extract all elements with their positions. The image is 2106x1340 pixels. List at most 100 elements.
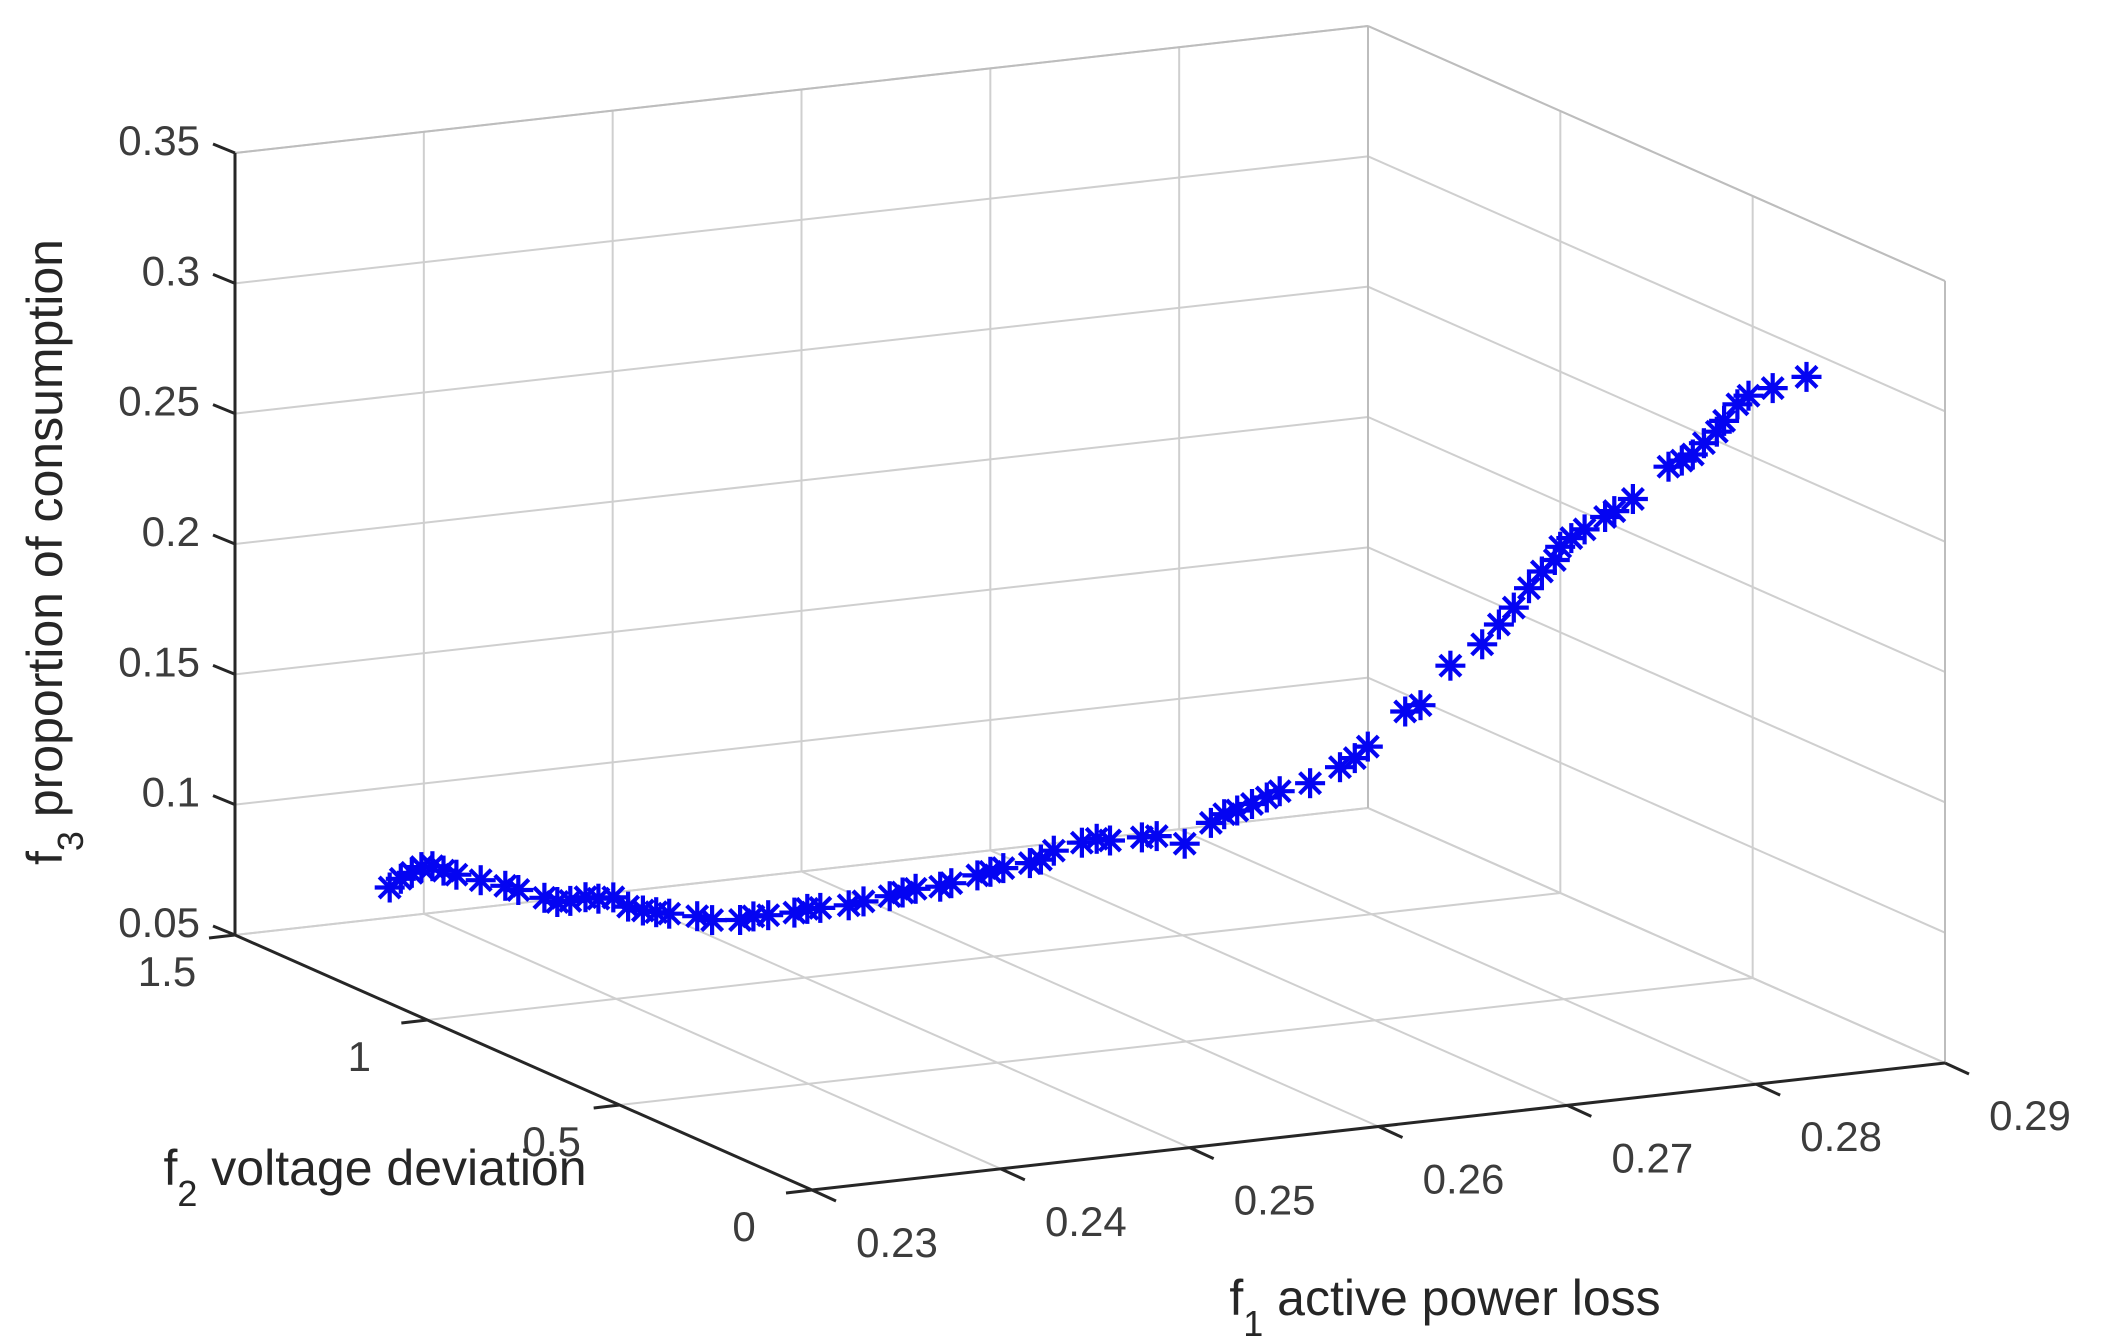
x-axis-label-symbol: f <box>1229 1270 1244 1326</box>
floor-grid-y <box>427 892 1561 1021</box>
x-axis-label-sub: 1 <box>1243 1303 1264 1340</box>
x-axis-tick <box>1566 1103 1592 1118</box>
data-point <box>682 901 713 932</box>
y-axis-tick <box>401 1018 428 1025</box>
floor-grid-x <box>989 849 1568 1107</box>
z-axis-tick <box>212 272 236 285</box>
backwall-grid-z <box>234 155 1369 285</box>
data-point <box>1141 821 1172 852</box>
data-points <box>374 361 1822 936</box>
data-point <box>465 865 496 896</box>
data-point <box>697 905 728 936</box>
x-axis-tick <box>1189 1146 1215 1161</box>
data-point <box>988 853 1019 884</box>
x-axis-tick-label: 0.23 <box>856 1219 938 1266</box>
y-axis-label-symbol: f <box>163 1140 178 1196</box>
x-axis-tick-label: 0.28 <box>1800 1113 1882 1160</box>
x-axis-tick-label: 0.26 <box>1423 1156 1505 1203</box>
data-point <box>1095 825 1125 856</box>
data-point <box>936 868 967 899</box>
y-axis-label-sub: 2 <box>177 1173 198 1215</box>
y-axis-tick <box>593 1103 620 1110</box>
y-axis-label-text: voltage deviation <box>197 1140 587 1196</box>
z-axis-label-symbol: f <box>17 851 73 865</box>
data-point <box>805 892 836 923</box>
z-axis-label-text: proportion of consumption <box>17 239 73 832</box>
x-axis-label-text: active power loss <box>1263 1270 1661 1326</box>
z-axis-tick-label: 0.15 <box>118 638 200 685</box>
box-edge-top-back <box>234 25 1369 154</box>
x-axis-tick-label: 0.24 <box>1045 1198 1127 1245</box>
data-point <box>1709 405 1740 436</box>
rightwall-grid-z <box>1367 155 1946 413</box>
x-axis-tick-label: 0.27 <box>1611 1134 1693 1181</box>
x-axis-tick <box>1000 1167 1026 1182</box>
z-axis-tick <box>212 794 236 807</box>
z-axis-tick <box>212 924 236 937</box>
data-point <box>1264 776 1295 807</box>
backwall-grid-z <box>234 676 1369 806</box>
x-axis-tick-label: 0.25 <box>1234 1177 1316 1224</box>
data-point <box>1038 835 1069 866</box>
x-axis-tick <box>1755 1082 1781 1097</box>
data-point <box>1483 609 1514 640</box>
x-axis-tick <box>1944 1061 1970 1076</box>
data-point <box>503 875 534 905</box>
z-axis-tick <box>212 663 236 676</box>
backwall-grid-z <box>234 416 1369 545</box>
data-point <box>1352 731 1383 762</box>
rightwall-grid-z <box>1367 546 1946 804</box>
data-point <box>900 873 931 904</box>
data-point <box>1467 629 1498 660</box>
y-axis-tick <box>785 1188 813 1195</box>
backwall-grid-z <box>234 807 1369 936</box>
data-point <box>1617 484 1648 514</box>
data-point <box>1599 496 1630 527</box>
x-axis-tick <box>811 1188 837 1203</box>
data-point <box>1733 380 1764 411</box>
z-axis-label-sub: 3 <box>50 831 92 852</box>
x-axis-tick <box>1377 1125 1404 1139</box>
rightwall-grid-z <box>1367 807 1946 1064</box>
z-axis-tick <box>212 142 236 155</box>
rightwall-grid-z <box>1367 416 1946 673</box>
backwall-grid-z <box>234 546 1369 676</box>
x-axis-tick-label: 0.29 <box>1989 1092 2071 1139</box>
data-point <box>1791 361 1822 392</box>
data-point <box>654 898 685 929</box>
y-axis-tick <box>208 933 236 940</box>
z-axis-tick <box>212 533 236 546</box>
x-axis-label: f1 active power loss <box>1229 1269 1661 1340</box>
z-axis-label: f3 proportion of consumption <box>16 239 91 865</box>
data-point <box>1569 514 1600 545</box>
data-point <box>1757 373 1788 404</box>
z-axis-tick-label: 0.05 <box>118 899 200 946</box>
data-point <box>753 900 784 931</box>
z-axis-tick-label: 0.35 <box>118 117 200 164</box>
y-axis-tick-label: 0.5 <box>522 1118 580 1165</box>
floor-grid-x <box>801 870 1379 1128</box>
data-point <box>441 859 472 890</box>
data-point <box>848 886 879 917</box>
y-axis-tick-label: 0 <box>732 1203 755 1250</box>
y-axis-label: f2 voltage deviation <box>163 1139 587 1212</box>
z-axis-tick-label: 0.1 <box>142 769 200 816</box>
data-point <box>1514 573 1544 604</box>
floor-grid-x <box>612 891 1191 1149</box>
rightwall-grid-z <box>1367 285 1946 543</box>
data-point <box>1435 650 1466 681</box>
floor-grid-x <box>423 912 1002 1170</box>
y-axis-line <box>234 933 813 1192</box>
z-axis-tick-label: 0.3 <box>142 247 200 294</box>
z-axis-tick-label: 0.25 <box>118 378 200 425</box>
rightwall-grid-z <box>1367 676 1946 934</box>
data-point <box>1295 768 1326 799</box>
y-axis-tick-label: 1.5 <box>138 948 196 995</box>
z-axis-tick <box>212 403 236 416</box>
z-axis-tick-label: 0.2 <box>142 508 200 555</box>
data-point <box>1169 828 1200 859</box>
backwall-grid-z <box>234 285 1369 415</box>
data-point <box>1498 592 1529 623</box>
